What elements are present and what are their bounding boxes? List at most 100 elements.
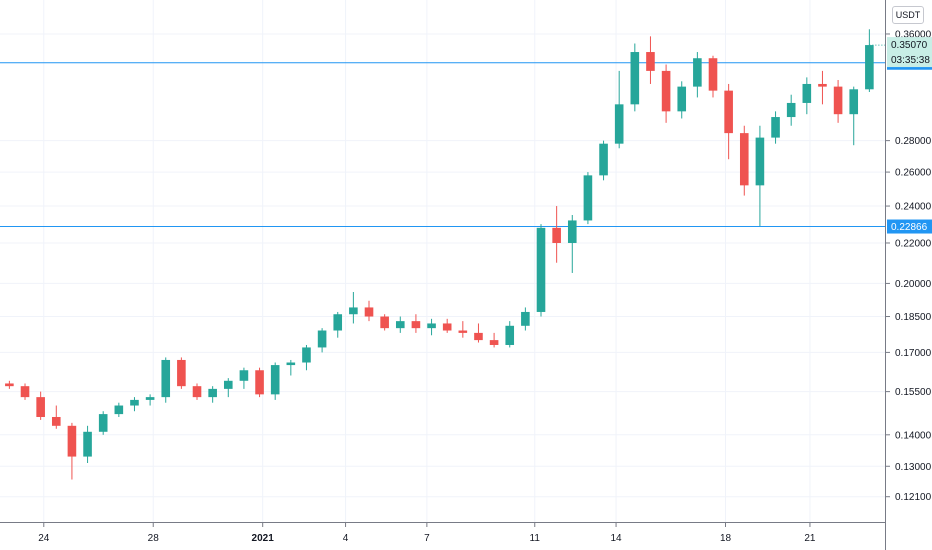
time-tick-label: 18 [720, 533, 732, 544]
candle-body [708, 58, 718, 91]
candle-up [161, 357, 171, 403]
candle-down [458, 321, 468, 338]
candle-up [865, 29, 874, 92]
candle-down [67, 422, 77, 480]
candle-up [302, 344, 311, 371]
candle-up [567, 214, 577, 273]
candle-body [411, 321, 421, 329]
bar-countdown: 03:35:38 [891, 55, 930, 66]
candle-body [36, 397, 45, 417]
time-tick-label: 28 [148, 533, 160, 544]
candle-body [646, 52, 655, 71]
candle-body [474, 332, 483, 341]
candle-body [83, 431, 92, 457]
price-tick-label: 0.17000 [895, 348, 932, 359]
time-tick-label: 14 [610, 533, 622, 544]
candle-body [614, 104, 624, 144]
candle-down [646, 36, 655, 84]
candle-up [521, 307, 530, 331]
candle-body [771, 117, 780, 138]
candle-up [786, 94, 796, 126]
price-tick-label: 0.28000 [895, 136, 932, 147]
candle-up [693, 52, 702, 98]
time-tick-label: 21 [804, 533, 816, 544]
candle-up [208, 386, 217, 403]
candle-body [677, 86, 687, 112]
currency-unit-label: USDT [895, 10, 921, 20]
candle-down [724, 83, 733, 160]
candle-down [5, 380, 14, 389]
candle-body [20, 386, 30, 398]
price-tick-label: 0.20000 [895, 279, 932, 290]
candle-down [708, 55, 718, 98]
candle-up [317, 328, 327, 353]
candle-down [833, 79, 843, 123]
candle-body [739, 133, 749, 186]
candle-body [536, 227, 546, 312]
candle-body [818, 83, 827, 87]
candle-up [114, 402, 124, 417]
candle-body [67, 425, 77, 457]
price-tick-label: 0.14000 [895, 430, 932, 441]
candle-body [317, 330, 327, 348]
candle-body [458, 330, 468, 333]
horizontal-lines[interactable] [0, 44, 885, 228]
time-tick-label: 11 [530, 533, 541, 544]
candle-up [677, 81, 687, 119]
horizontal-line-tag [887, 219, 932, 234]
candle-up [427, 318, 436, 336]
candle-up [630, 43, 640, 112]
candle-down [51, 405, 61, 429]
time-axis-labels: 24 28 2021 4 7 11 14 18 21 [38, 523, 816, 544]
last-price-value: 0.35070 [891, 40, 928, 51]
candle-down [411, 314, 421, 333]
candle-body [380, 316, 389, 329]
candle-down [255, 367, 264, 398]
candle-body [223, 380, 233, 389]
candle-up [98, 411, 108, 435]
candle-up [145, 394, 155, 406]
candle-body [865, 45, 874, 90]
candle-body [114, 405, 124, 415]
candle-body [693, 58, 702, 87]
price-tick-label: 0.13000 [895, 462, 932, 473]
candle-body [833, 86, 843, 115]
candle-body [270, 365, 280, 395]
candle-body [364, 307, 374, 317]
candle-up [614, 70, 624, 149]
price-tick-label: 0.15500 [895, 387, 932, 398]
price-axis[interactable] [885, 0, 932, 522]
candle-up [505, 321, 515, 348]
candle-up [755, 125, 765, 226]
candle-down [474, 323, 483, 343]
candle-up [83, 425, 92, 464]
candle-up [333, 311, 343, 338]
candle-body [333, 314, 343, 331]
candle-up [349, 292, 358, 324]
candle-up [239, 367, 249, 389]
candle-up [223, 378, 233, 398]
candle-body [395, 321, 405, 329]
candle-body [661, 70, 671, 112]
price-tick-label: 0.22000 [895, 238, 932, 249]
chart-grid [0, 0, 885, 522]
candle-down [739, 125, 749, 196]
candle-up [286, 359, 296, 376]
candle-body [489, 340, 499, 345]
candle-down [364, 300, 374, 322]
candle-body [630, 52, 640, 105]
candle-body [51, 416, 61, 426]
price-axis-labels: 0.36000 0.28000 0.26000 0.24000 0.22000 0.200… [886, 29, 932, 503]
candle-body [786, 102, 796, 118]
time-tick-label: 4 [343, 533, 349, 544]
currency-unit-button[interactable]: USDT [892, 6, 924, 24]
candle-body [239, 370, 249, 381]
candle-body [98, 414, 108, 432]
candle-body [567, 220, 577, 243]
time-axis[interactable] [0, 522, 885, 550]
candle-up [270, 362, 280, 400]
candle-down [818, 70, 827, 105]
time-tick-label: 2021 [252, 533, 275, 544]
candle-body [583, 175, 593, 221]
